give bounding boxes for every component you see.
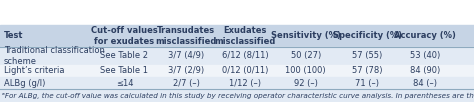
Text: See Table 2: See Table 2 xyxy=(100,51,148,60)
Text: 3/7 (2/9): 3/7 (2/9) xyxy=(168,66,204,75)
Bar xyxy=(0,47,474,65)
Text: 1/12 (–): 1/12 (–) xyxy=(229,79,261,88)
Text: 3/7 (4/9): 3/7 (4/9) xyxy=(168,51,204,60)
Bar xyxy=(0,65,474,77)
Text: 50 (27): 50 (27) xyxy=(291,51,321,60)
Text: Light’s criteria: Light’s criteria xyxy=(4,66,64,75)
Text: 71 (–): 71 (–) xyxy=(356,79,379,88)
Text: ᵃFor ALBg, the cut-off value was calculated in this study by receiving operator : ᵃFor ALBg, the cut-off value was calcula… xyxy=(2,93,474,99)
Text: Traditional classification
scheme: Traditional classification scheme xyxy=(4,46,105,66)
Text: 57 (78): 57 (78) xyxy=(352,66,383,75)
Text: 6/12 (8/11): 6/12 (8/11) xyxy=(222,51,269,60)
Text: 84 (–): 84 (–) xyxy=(413,79,438,88)
Text: Sensitivity (%): Sensitivity (%) xyxy=(271,31,341,40)
Text: 53 (40): 53 (40) xyxy=(410,51,440,60)
Text: ≤14: ≤14 xyxy=(116,79,133,88)
Text: 2/7 (–): 2/7 (–) xyxy=(173,79,200,88)
Text: Specificity (%): Specificity (%) xyxy=(333,31,402,40)
Text: 100 (100): 100 (100) xyxy=(285,66,326,75)
Bar xyxy=(0,77,474,89)
Text: Test: Test xyxy=(4,31,23,40)
Text: 84 (90): 84 (90) xyxy=(410,66,440,75)
Text: Cut-off values
for exudates: Cut-off values for exudates xyxy=(91,26,158,46)
Text: Accuracy (%): Accuracy (%) xyxy=(394,31,456,40)
Text: Transudates
misclassified: Transudates misclassified xyxy=(155,26,217,46)
Text: ALBg (g/l): ALBg (g/l) xyxy=(4,79,45,88)
Text: 0/12 (0/11): 0/12 (0/11) xyxy=(222,66,268,75)
Text: 92 (–): 92 (–) xyxy=(294,79,318,88)
Text: Exudates
misclassified: Exudates misclassified xyxy=(215,26,276,46)
Text: See Table 1: See Table 1 xyxy=(100,66,148,75)
Bar xyxy=(0,89,474,102)
Bar xyxy=(0,25,474,47)
Text: 57 (55): 57 (55) xyxy=(352,51,383,60)
